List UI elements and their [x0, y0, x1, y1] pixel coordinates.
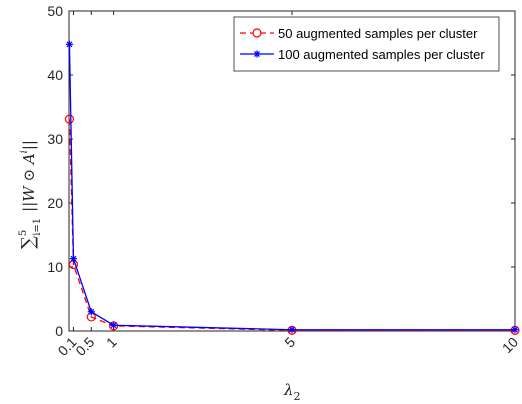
data-point: [288, 326, 296, 334]
x-tick-label: 0.5: [72, 334, 97, 359]
series-line: [68, 44, 515, 331]
series-2: [65, 40, 519, 334]
data-point: [65, 40, 74, 48]
data-point: [64, 114, 75, 124]
legend: 50 augmented samples per cluster 100 augm…: [233, 16, 500, 72]
legend-label: 100 augmented samples per cluster: [278, 47, 485, 62]
y-axis-label: ∑5 i=1||W ⊙ Ai||: [18, 140, 43, 249]
legend-marker: [252, 28, 262, 38]
legend-label: 50 augmented samples per cluster: [278, 26, 478, 41]
data-point: [511, 326, 519, 334]
y-tick-label: 10: [47, 259, 63, 275]
y-tick-label: 20: [47, 195, 63, 211]
y-tick-label: 50: [47, 3, 63, 19]
legend-box: [233, 16, 500, 72]
series-layer: [64, 40, 520, 335]
x-tick-label: 10: [499, 334, 521, 356]
data-point: [87, 308, 95, 316]
x-tick-label: 1: [103, 334, 120, 351]
axis-labels: λ2 ∑5 i=1||W ⊙ Ai||: [18, 140, 301, 403]
y-tick-label: 30: [47, 131, 63, 147]
y-tick-label: 0: [55, 323, 63, 339]
x-tick-label: 5: [281, 334, 298, 351]
legend-marker: [253, 50, 261, 58]
svg-text:∑5i=1||W ⊙ Ai||: ∑5 i=1||W ⊙ Ai||: [18, 140, 43, 249]
data-point: [110, 321, 118, 329]
x-axis-label: λ2: [283, 381, 301, 403]
data-point: [69, 255, 78, 263]
y-tick-label: 40: [47, 67, 63, 83]
